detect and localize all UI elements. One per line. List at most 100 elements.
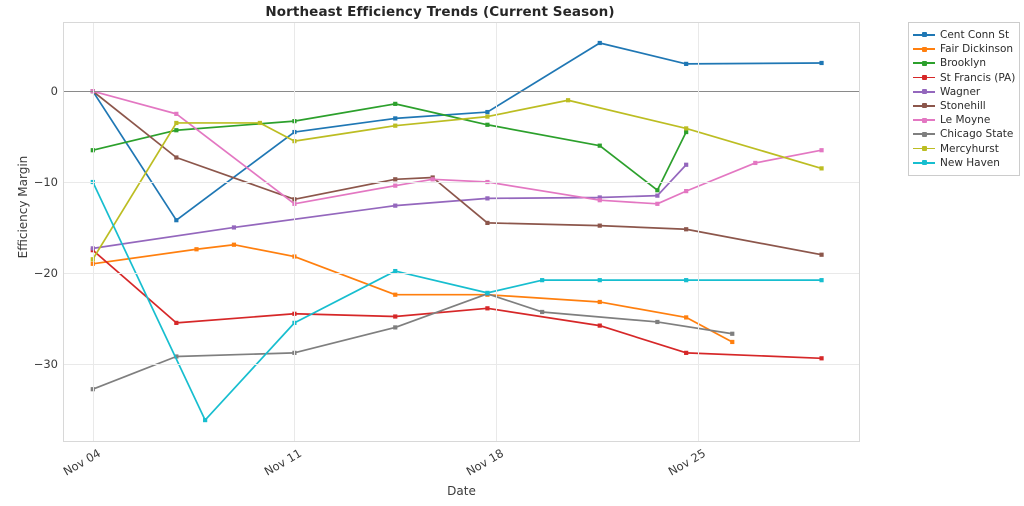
- data-point-marker: [485, 109, 490, 115]
- data-point-marker: [597, 323, 602, 328]
- x-axis-ticks: Nov 04 Nov 11 Nov 18 Nov 25: [61, 444, 860, 490]
- data-point-marker: [684, 189, 689, 194]
- data-point-marker: [655, 193, 660, 198]
- gridline-horizontal: [64, 363, 859, 365]
- data-point-marker: [684, 315, 689, 320]
- data-point-marker: [393, 268, 398, 274]
- data-point-marker: [819, 278, 824, 283]
- plot-area: [63, 22, 860, 442]
- series-line: [91, 292, 734, 391]
- legend-color-swatch: [913, 43, 935, 55]
- gridline-vertical: [697, 23, 699, 441]
- series-line: [91, 181, 823, 421]
- data-point-marker: [597, 195, 602, 200]
- legend-item[interactable]: Brooklyn: [913, 56, 1014, 70]
- data-point-marker: [174, 128, 179, 133]
- legend-item[interactable]: St Francis (PA): [913, 71, 1016, 85]
- data-point-marker: [203, 418, 208, 423]
- data-point-marker: [174, 111, 179, 116]
- series-line: [91, 163, 688, 250]
- series-brooklyn: [90, 101, 689, 193]
- legend-color-swatch: [913, 157, 935, 169]
- y-tick-label: −10: [33, 175, 58, 190]
- x-tick-label: Nov 25: [665, 446, 708, 479]
- legend-label: Cent Conn St: [940, 29, 1010, 42]
- legend-item[interactable]: Stonehill: [913, 99, 1014, 113]
- legend-label: Stonehill: [940, 100, 986, 113]
- data-point-marker: [430, 177, 435, 182]
- legend-item[interactable]: Wagner: [913, 85, 1014, 99]
- data-point-marker: [819, 60, 824, 66]
- legend-label: Chicago State: [940, 128, 1014, 141]
- series-lines: [90, 40, 824, 423]
- legend-color-swatch: [913, 57, 935, 69]
- legend-item[interactable]: Fair Dickinson: [913, 42, 1014, 56]
- data-point-marker: [174, 354, 179, 359]
- data-point-marker: [730, 331, 735, 336]
- data-point-marker: [819, 356, 824, 361]
- data-point-marker: [684, 350, 689, 355]
- series-line: [91, 243, 734, 343]
- legend-color-swatch: [913, 86, 935, 98]
- data-point-marker: [730, 339, 735, 345]
- series-mercyhurst: [90, 98, 824, 262]
- series-line: [91, 42, 823, 222]
- data-point-marker: [597, 198, 602, 203]
- series-line: [91, 90, 823, 205]
- data-point-marker: [597, 299, 602, 305]
- x-axis-label: Date: [447, 484, 476, 498]
- data-point-marker: [231, 242, 237, 247]
- gridline-horizontal: [64, 182, 859, 184]
- gridline-horizontal: [64, 272, 859, 274]
- legend-item[interactable]: Le Moyne: [913, 113, 1014, 127]
- chart-legend: Cent Conn St Fair Dickinson Brooklyn St Fra…: [908, 22, 1020, 176]
- data-point-marker: [597, 278, 602, 283]
- data-point-marker: [174, 320, 179, 325]
- data-point-marker: [257, 120, 262, 126]
- data-point-marker: [753, 160, 758, 166]
- data-point-marker: [485, 114, 490, 119]
- legend-label: Mercyhurst: [940, 142, 999, 155]
- series-st-francis-pa: [90, 248, 824, 361]
- data-point-marker: [393, 314, 398, 319]
- y-tick-label: 0: [50, 84, 58, 99]
- zero-line: [64, 91, 859, 93]
- data-point-marker: [684, 162, 689, 167]
- data-point-marker: [231, 225, 237, 230]
- legend-label: New Haven: [940, 156, 1000, 169]
- data-point-marker: [393, 101, 398, 106]
- legend-item[interactable]: New Haven: [913, 156, 1014, 170]
- data-point-marker: [565, 98, 571, 103]
- data-point-marker: [194, 247, 199, 252]
- legend-color-swatch: [913, 128, 935, 140]
- data-point-marker: [393, 177, 398, 182]
- legend-item[interactable]: Chicago State: [913, 127, 1014, 141]
- series-chicago-state: [90, 291, 735, 392]
- data-point-marker: [684, 126, 689, 131]
- legend-item[interactable]: Cent Conn St: [913, 28, 1014, 42]
- data-point-marker: [684, 278, 689, 283]
- legend-color-swatch: [913, 72, 935, 84]
- data-point-marker: [684, 129, 689, 135]
- legend-color-swatch: [913, 100, 935, 112]
- y-tick-label: −30: [33, 356, 58, 371]
- data-point-marker: [393, 123, 398, 128]
- y-tick-label: −20: [33, 265, 58, 280]
- series-wagner: [90, 162, 689, 251]
- series-line: [91, 249, 823, 360]
- data-point-marker: [485, 196, 490, 201]
- data-point-marker: [819, 148, 824, 153]
- legend-label: Fair Dickinson: [940, 43, 1014, 56]
- data-point-marker: [597, 223, 602, 228]
- data-point-marker: [393, 292, 398, 297]
- data-point-marker: [393, 325, 398, 330]
- legend-color-swatch: [913, 143, 935, 155]
- data-point-marker: [174, 218, 179, 223]
- legend-label: Brooklyn: [940, 57, 987, 70]
- legend-item[interactable]: Mercyhurst: [913, 142, 1014, 156]
- legend-label: St Francis (PA): [940, 71, 1016, 84]
- y-axis-ticks: 0 −10 −20 −30: [0, 22, 58, 442]
- gridline-vertical: [294, 23, 296, 441]
- data-point-marker: [819, 252, 824, 257]
